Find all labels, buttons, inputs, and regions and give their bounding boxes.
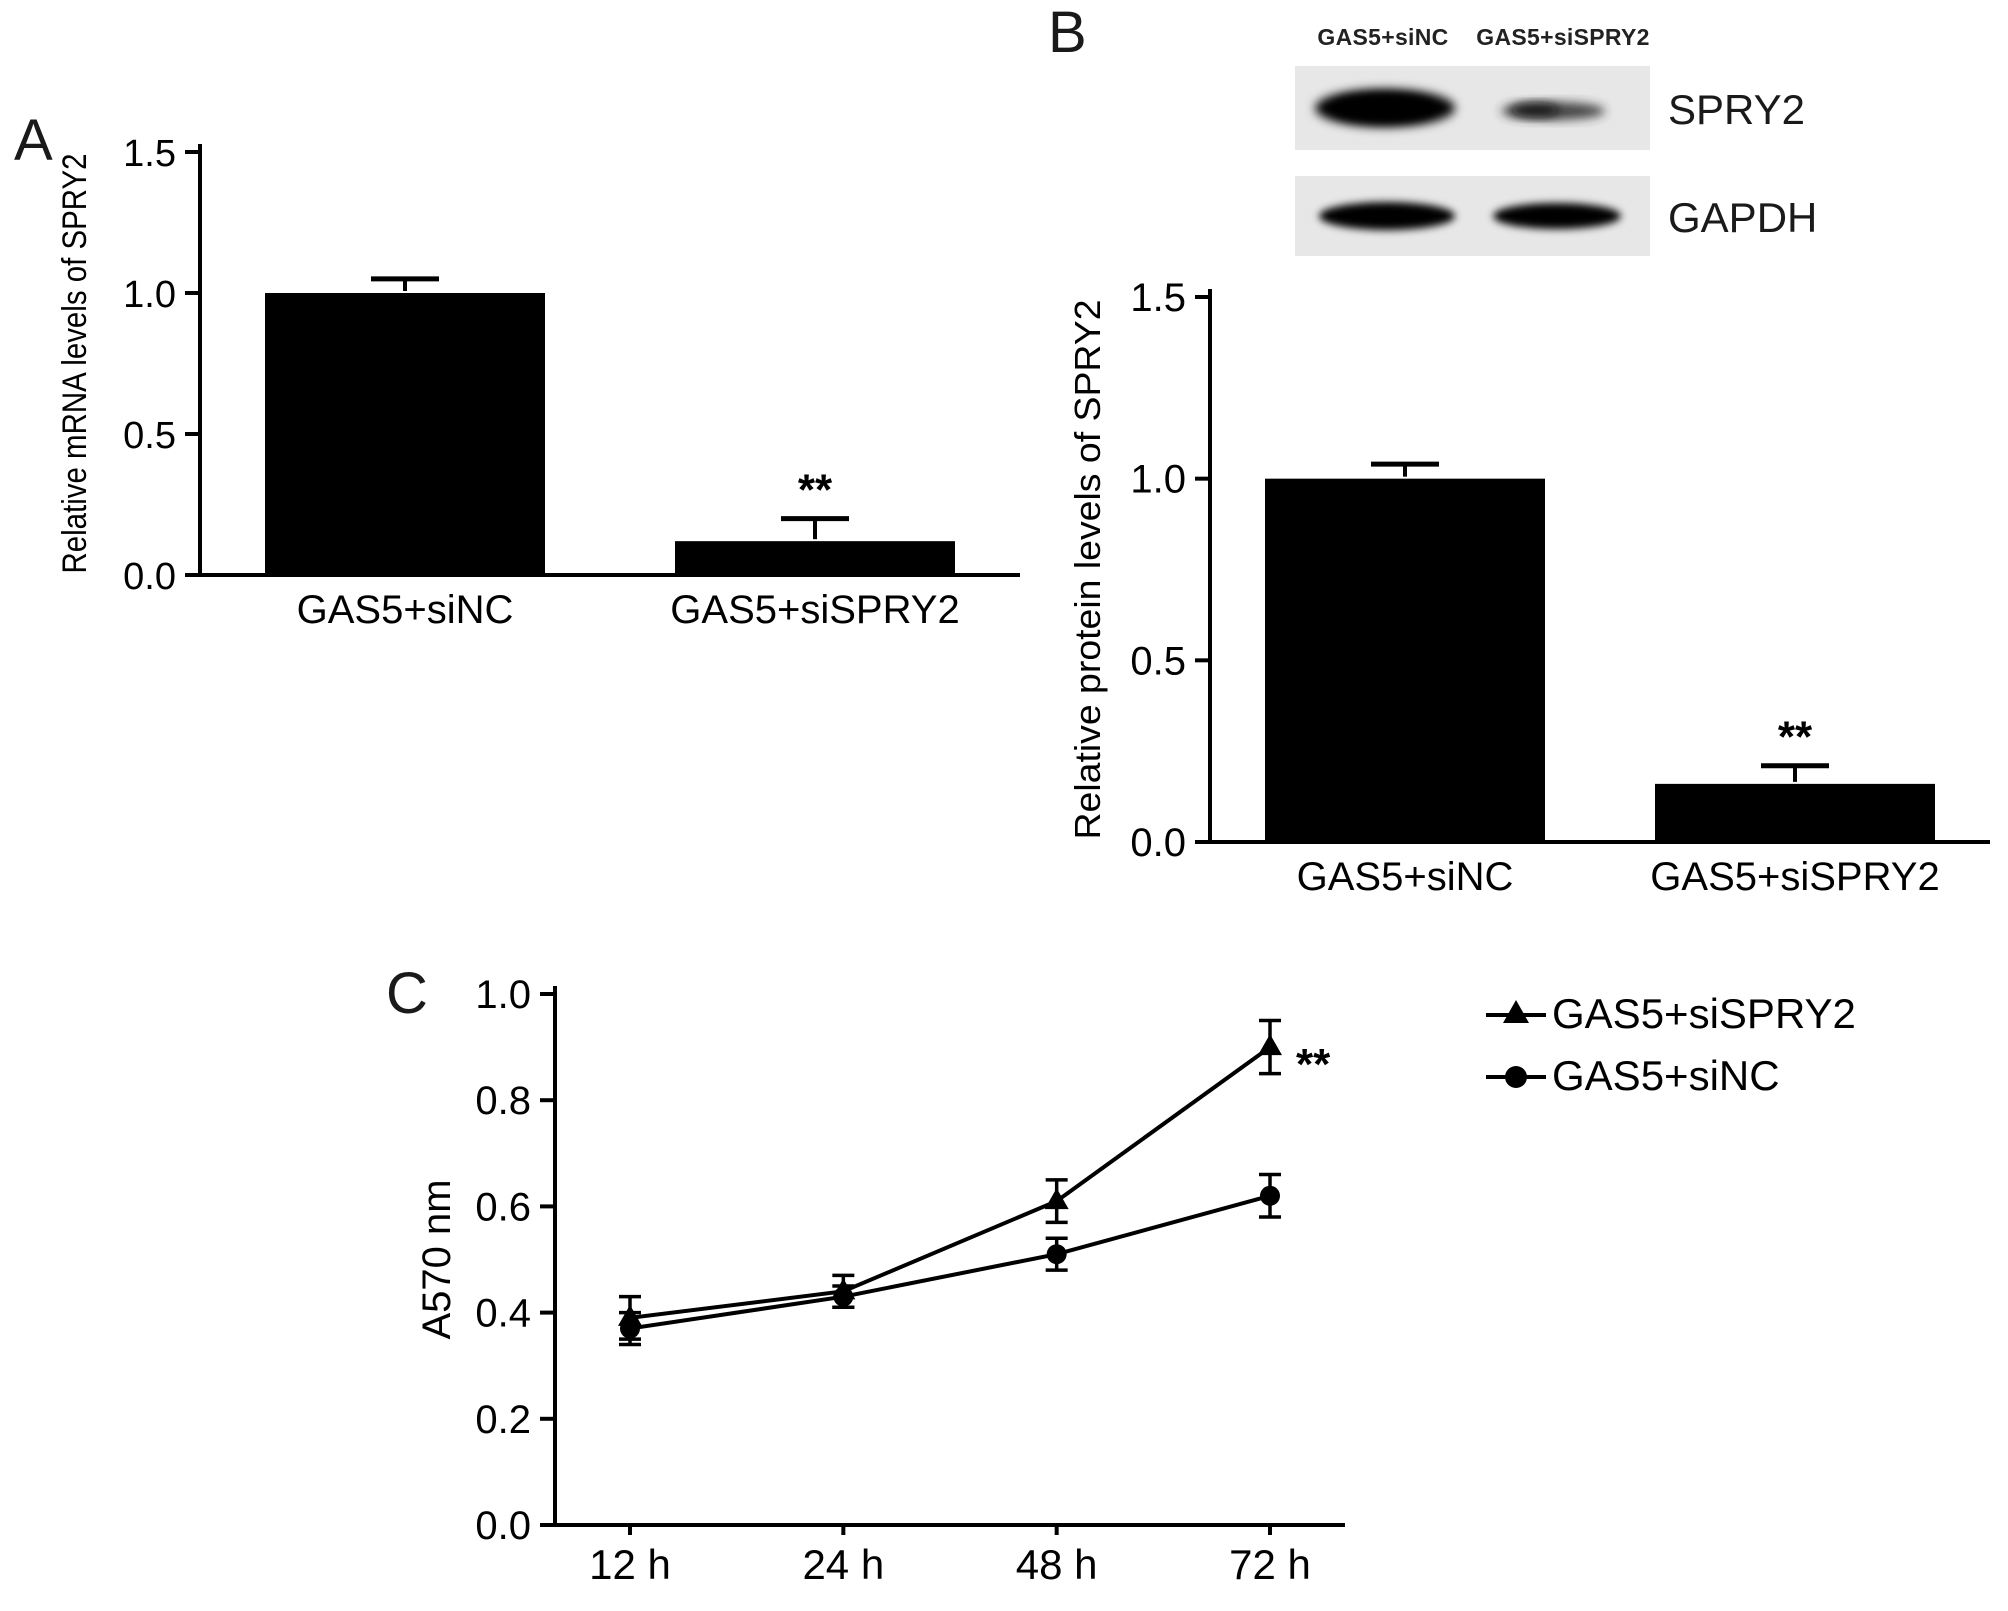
- panel-label-a: A: [14, 108, 53, 173]
- triangle-marker-icon: [1258, 1034, 1282, 1056]
- legend: GAS5+siSPRY2 GAS5+siNC: [1484, 990, 1856, 1114]
- x-category-label: 48 h: [1016, 1541, 1098, 1588]
- legend-item-sispry2: GAS5+siSPRY2: [1484, 990, 1856, 1038]
- bar: [265, 293, 545, 575]
- protein-bar-chart: 0.0 0.5 1.0 1.5 Relative protein levels of S…: [1067, 276, 1990, 899]
- circle-marker-icon: [1046, 1244, 1067, 1265]
- significance-marker: **: [1296, 1040, 1331, 1089]
- circle-marker-icon: [1260, 1185, 1280, 1206]
- y-tick-label: 0.5: [123, 415, 176, 457]
- panel-label-c: C: [386, 961, 428, 1026]
- series-line: [629, 1045, 1272, 1320]
- x-category-label: 24 h: [802, 1541, 884, 1588]
- gapdh-band-left: [1319, 202, 1455, 230]
- x-category-label: GAS5+siSPRY2: [670, 588, 959, 632]
- y-tick-label: 1.0: [1130, 458, 1186, 502]
- x-category-label: GAS5+siSPRY2: [1650, 855, 1939, 899]
- gapdh-blot-strip: [1295, 176, 1650, 256]
- blot-lane-labels: GAS5+siNC GAS5+siSPRY2: [1293, 24, 1653, 51]
- legend-label-sinc: GAS5+siNC: [1552, 1052, 1780, 1099]
- x-category-label: 72 h: [1229, 1541, 1311, 1588]
- y-tick-label: 0.8: [475, 1079, 531, 1123]
- y-tick-label: 0.0: [475, 1504, 531, 1548]
- significance-marker: **: [798, 466, 833, 515]
- circle-marker-icon: [620, 1318, 640, 1339]
- y-tick-label: 1.0: [475, 973, 531, 1017]
- series-line: [629, 1193, 1271, 1331]
- y-tick-label: 0.6: [475, 1185, 531, 1229]
- y-tick-label: 0.5: [1130, 639, 1186, 683]
- y-tick-label: 0.4: [475, 1292, 531, 1336]
- blot-lane-label-sispry2: GAS5+siSPRY2: [1476, 24, 1650, 50]
- mrna-bar-chart: 0.0 0.5 1.0 1.5 Relative mRNA levels of SPRY…: [56, 133, 1020, 632]
- triangle-marker-icon: [1044, 1188, 1069, 1210]
- x-category-label: GAS5+siNC: [1297, 855, 1514, 899]
- significance-marker: **: [1778, 713, 1813, 762]
- y-tick-label: 1.5: [123, 133, 176, 175]
- legend-label-sispry2: GAS5+siSPRY2: [1552, 990, 1856, 1037]
- x-category-label: GAS5+siNC: [297, 588, 514, 632]
- legend-item-sinc: GAS5+siNC: [1484, 1052, 1856, 1100]
- y-tick-label: 0.2: [475, 1398, 531, 1442]
- circle-marker-icon: [1486, 1066, 1546, 1088]
- bar: [675, 541, 955, 575]
- triangle-marker-icon: [1486, 1000, 1546, 1023]
- circle-marker-icon: [833, 1286, 854, 1307]
- y-axis-label: A570 nm: [415, 1179, 459, 1339]
- y-tick-label: 0.0: [1130, 821, 1186, 865]
- y-tick-label: 1.5: [1130, 276, 1186, 320]
- x-category-label: 12 h: [589, 1541, 671, 1588]
- y-tick-label: 0.0: [123, 556, 176, 598]
- y-tick-label: 1.0: [123, 274, 176, 316]
- proliferation-line-chart: 0.0 0.2 0.4 0.6 0.8 1.0 A570 nm 12 h 24 h 48 h 72 …: [415, 973, 1345, 1588]
- blot-lane-label-sinc: GAS5+siNC: [1317, 24, 1449, 50]
- spry2-blot-strip: [1295, 66, 1650, 150]
- blot-band-label-spry2: SPRY2: [1668, 86, 1805, 133]
- gapdh-band-right: [1493, 203, 1621, 229]
- panel-label-b: B: [1048, 0, 1087, 65]
- y-axis-label: Relative protein levels of SPRY2: [1067, 300, 1108, 840]
- bar: [1265, 478, 1545, 842]
- blot-band-label-gapdh: GAPDH: [1668, 194, 1818, 241]
- bar: [1655, 783, 1935, 842]
- y-axis-label: Relative mRNA levels of SPRY2: [56, 154, 94, 574]
